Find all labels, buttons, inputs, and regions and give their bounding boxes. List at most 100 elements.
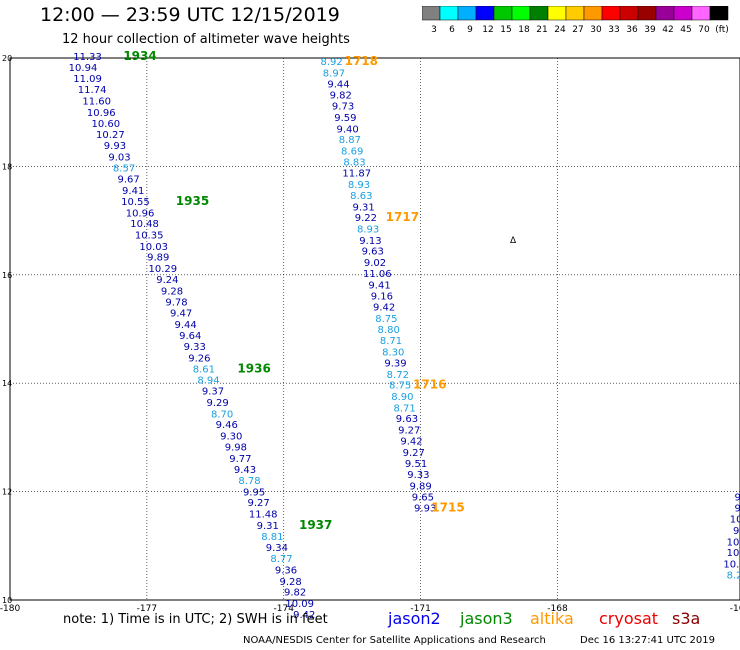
- swh-value: 9.59: [334, 113, 356, 124]
- swh-value: 9.26: [188, 354, 210, 365]
- swh-value: 8.77: [270, 554, 292, 565]
- swh-value: 9.29: [206, 398, 228, 409]
- swh-value: 10.: [730, 514, 740, 525]
- swh-value: 8.57: [113, 163, 135, 174]
- swh-value: 9.28: [279, 577, 301, 588]
- legend-swatch: [529, 6, 549, 21]
- swh-value: 9.93: [104, 141, 126, 152]
- swh-value: 9.16: [371, 292, 393, 303]
- y-tick-label: 16: [2, 271, 12, 280]
- island-icon: Δ: [510, 236, 517, 246]
- legend-label: 70: [698, 25, 710, 35]
- legend-label: 33: [608, 25, 619, 35]
- swh-value: 8.69: [341, 146, 363, 157]
- legend-swatch: [601, 6, 621, 21]
- swh-value: 10.96: [87, 108, 116, 119]
- legend-label: 39: [644, 25, 656, 35]
- swh-value: 8.93: [357, 225, 379, 236]
- swh-value: 9.: [733, 526, 740, 537]
- legend-swatch: [493, 6, 513, 21]
- swh-value: 10.55: [121, 197, 150, 208]
- swh-value: 8.61: [193, 364, 215, 375]
- legend-label: (ft): [715, 25, 729, 35]
- swh-value: 9.37: [202, 387, 224, 398]
- swh-value: 9.28: [161, 286, 183, 297]
- swh-value: 9.64: [179, 331, 201, 342]
- y-tick-label: 12: [2, 488, 12, 497]
- swh-value: 8.87: [339, 135, 361, 146]
- swh-value: 9.93: [414, 504, 436, 515]
- y-tick-label: 20: [2, 54, 12, 63]
- swh-value: 10.29: [149, 264, 178, 275]
- swh-value: 9.41: [122, 186, 144, 197]
- legend-label: 12: [482, 25, 493, 35]
- swh-value: 9.95: [243, 487, 265, 498]
- swh-value: 9.67: [117, 175, 139, 186]
- swh-value: 9: [735, 504, 740, 515]
- swh-value: 9.36: [275, 565, 297, 576]
- swh-value: 10.60: [91, 119, 120, 130]
- map-frame: [9, 57, 740, 601]
- swh-value: 9.63: [362, 247, 384, 258]
- legend-swatch: [655, 6, 675, 21]
- swh-value: 8.71: [394, 403, 416, 414]
- swh-value: 9.63: [396, 414, 418, 425]
- swh-value: 8.97: [323, 68, 345, 79]
- swh-value: 8.78: [238, 476, 260, 487]
- swh-value: 8.81: [261, 532, 283, 543]
- swh-value: 8.75: [389, 381, 411, 392]
- swh-value: 9.51: [405, 459, 427, 470]
- swh-value: 10.6: [727, 548, 740, 559]
- swh-value: 8.80: [378, 325, 400, 336]
- legend-label: 3: [431, 25, 437, 35]
- legend-label: 21: [536, 25, 547, 35]
- legend-label: 30: [590, 25, 602, 35]
- legend-swatch: [511, 6, 531, 21]
- swh-value: 9.46: [216, 420, 238, 431]
- swh-value: 9.13: [359, 236, 381, 247]
- swh-value: 8.93: [348, 180, 370, 191]
- swh-value: 9.42: [373, 303, 395, 314]
- swh-value: 9.82: [284, 588, 306, 599]
- swh-value: 10.27: [96, 130, 125, 141]
- legend-swatch: [457, 6, 477, 21]
- swh-value: 11.33: [73, 52, 102, 63]
- y-tick-label: 10: [2, 596, 12, 605]
- y-tick-label: 14: [2, 379, 12, 388]
- sat-label-altika: altika: [530, 609, 574, 628]
- legend-swatch: [422, 6, 441, 21]
- swh-value: 8.75: [375, 314, 397, 325]
- swh-value: 10.96: [126, 208, 155, 219]
- legend-label: 15: [500, 25, 511, 35]
- legend-swatch: [475, 6, 495, 21]
- swh-value: 11.09: [73, 74, 102, 85]
- swh-value: 9.24: [156, 275, 178, 286]
- swh-value: 10.09: [285, 599, 314, 610]
- pass-time-label: 1935: [176, 194, 209, 208]
- legend-label: 42: [662, 25, 673, 35]
- pass-time-label: 1934: [123, 49, 156, 63]
- swh-value: 11.48: [249, 510, 278, 521]
- swh-value: 9.41: [368, 280, 390, 291]
- swh-value: 11.60: [82, 97, 111, 108]
- swh-value: 9.27: [248, 498, 270, 509]
- swh-value: 8.63: [350, 191, 372, 202]
- swh-value: 9.98: [225, 442, 247, 453]
- units-note: note: 1) Time is in UTC; 2) SWH is in fe…: [63, 612, 328, 627]
- swh-value: 9.89: [409, 481, 431, 492]
- legend-swatch: [709, 6, 729, 21]
- legend-swatch: [565, 6, 585, 21]
- legend-label: 6: [449, 25, 455, 35]
- pass-time-label: 1717: [386, 210, 419, 224]
- swh-value: 9.31: [352, 202, 374, 213]
- swh-value: 10.48: [130, 219, 159, 230]
- swh-value: 9.02: [364, 258, 386, 269]
- legend-swatch: [619, 6, 639, 21]
- swh-value: 10.35: [135, 230, 164, 241]
- swh-value: 8.70: [211, 409, 233, 420]
- swh-value: 11.87: [342, 169, 371, 180]
- swh-value: 10.94: [69, 63, 98, 74]
- sat-label-jason3: jason3: [460, 609, 513, 628]
- swh-value: 9.39: [384, 358, 406, 369]
- swh-value: 10.03: [139, 242, 168, 253]
